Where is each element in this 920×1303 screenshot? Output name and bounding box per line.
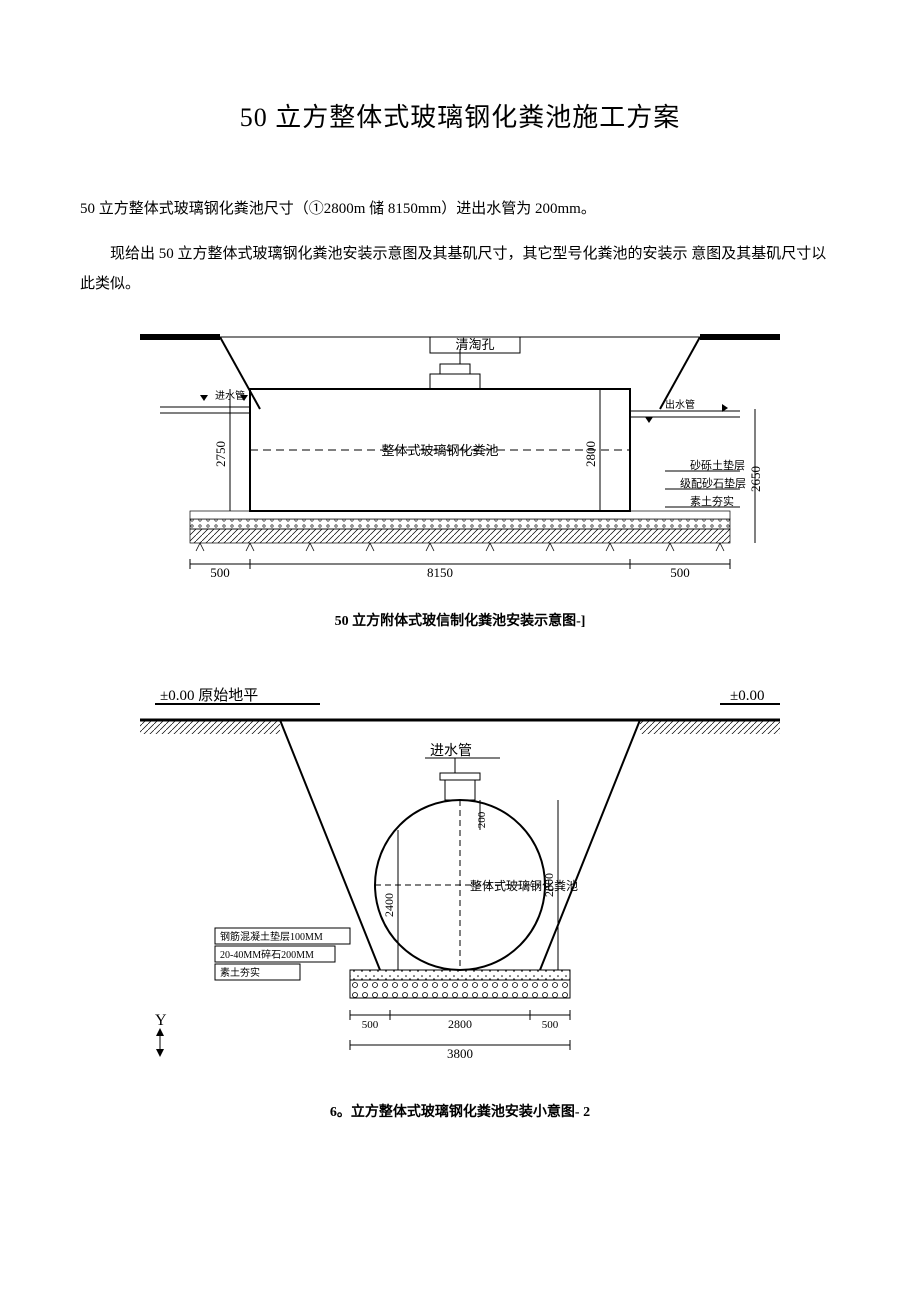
para-intro: 现给出 50 立方整体式玻璃钢化粪池安装示意图及其基矶尺寸，其它型号化粪池的安装… [80,239,840,299]
para-specs: 50 立方整体式玻璃钢化粪池尺寸（①2800m 储 8150mm）进出水管为 2… [80,194,840,224]
label-layer1: 砂砾土垫层 [690,458,745,472]
dim2-500r: 500 [542,1019,559,1031]
label-layer3-2: 素土夯实 [220,966,260,979]
dim-2650: 2650 [748,466,763,492]
label-layer3: 素土夯实 [690,494,734,508]
label-outlet: 出水管 [665,398,695,411]
label-ground-r: ±0.00 [730,688,764,704]
y-axis-label: Y [155,1012,167,1029]
dim-500r: 500 [670,565,690,580]
label-tank-body-1: 整体式玻璃钢化粪池 [381,443,498,458]
label-layer1-2: 钢筋混凝土垫层100MM [220,930,323,943]
dim-2400: 2400 [382,893,396,917]
label-ground-l: ±0.00 原始地平 [160,687,258,704]
diagram-1-caption: 50 立方附体式玻信制化粪池安装示意图-] [80,610,840,630]
dim-200: 200 [476,812,488,829]
dim-2800v: 2800 [542,873,556,897]
diagram-1: 清淘孔 进水管 出水管 整体式玻璃钢化粪池 2800 2750 2650 [80,319,840,630]
diagram-2-caption: 6。立方整体式玻璃钢化粪池安装小意图- 2 [80,1101,840,1121]
dim-2800: 2800 [583,441,598,467]
dim2-2800h: 2800 [448,1017,472,1031]
label-cleaning-hole: 清淘孔 [455,337,494,352]
label-tank-body-2: 整体式玻璃钢化粪池 [470,878,578,893]
label-layer2: 级配砂石垫层 [680,476,746,490]
dim-8150: 8150 [427,565,453,580]
dim-2750: 2750 [213,441,228,467]
label-layer2-2: 20-40MM碎石200MM [220,948,314,961]
diagram-2: ±0.00 原始地平 ±0.00 进水管 [80,670,840,1121]
label-inlet-2: 进水管 [430,743,472,759]
page-title: 50 立方整体式玻璃钢化粪池施工方案 [80,97,840,134]
dim-500l: 500 [210,565,230,580]
dim2-3800: 3800 [447,1046,473,1061]
dim2-500l: 500 [362,1019,379,1031]
